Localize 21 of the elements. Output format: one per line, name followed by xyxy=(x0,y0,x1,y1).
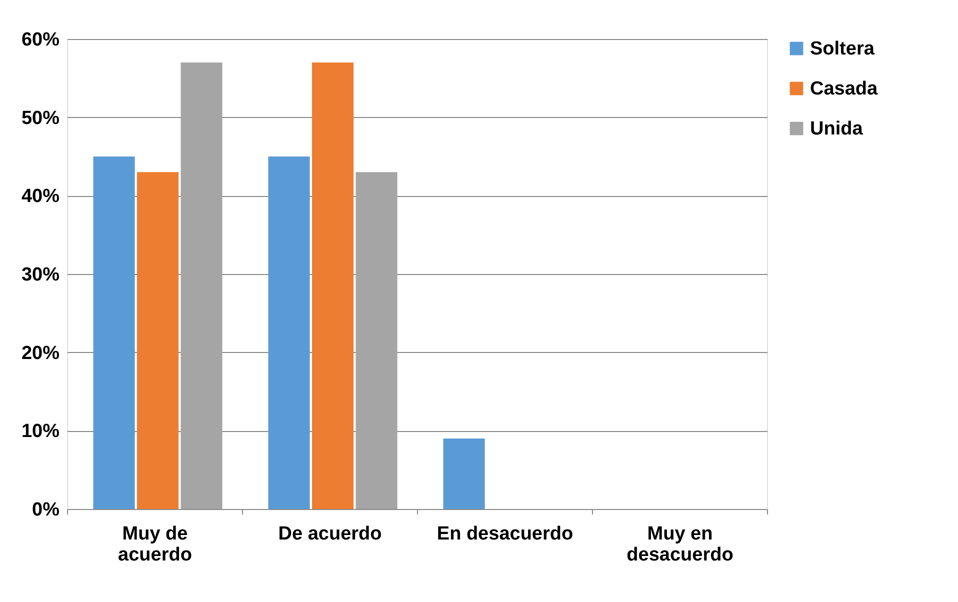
y-tick-label: 40% xyxy=(21,186,60,208)
x-tick-label: Muy de acuerdo xyxy=(118,524,192,566)
bar xyxy=(356,172,398,509)
y-tick-label: 30% xyxy=(21,264,60,286)
x-tick-label: Muy en desacuerdo xyxy=(626,524,734,566)
legend-label: Unida xyxy=(810,118,864,140)
bar xyxy=(443,438,485,509)
legend-label: Casada xyxy=(810,78,878,100)
legend-label: Soltera xyxy=(810,38,875,60)
bar xyxy=(137,172,179,509)
y-tick-label: 60% xyxy=(21,30,60,50)
x-tick-label: De acuerdo xyxy=(278,524,382,544)
bar xyxy=(93,156,135,509)
bar xyxy=(312,62,354,509)
y-tick-label: 50% xyxy=(21,108,60,129)
y-tick-label: 0% xyxy=(32,500,60,520)
bar xyxy=(268,156,310,509)
y-tick-label: 20% xyxy=(21,342,60,364)
bar xyxy=(180,62,222,509)
y-tick-label: 10% xyxy=(21,421,60,442)
x-tick-label: En desacuerdo xyxy=(436,524,574,544)
